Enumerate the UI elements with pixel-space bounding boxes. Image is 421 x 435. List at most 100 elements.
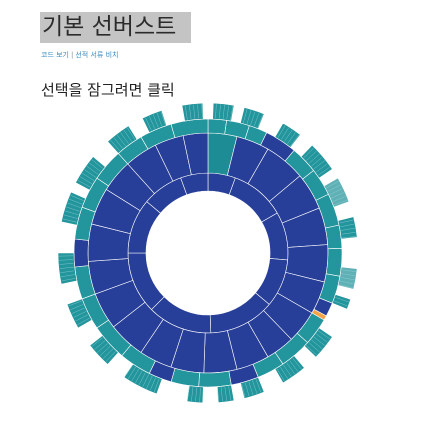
- sunburst-leaf-line-20: [145, 117, 152, 131]
- sunburst-leaf-line-21: [185, 105, 188, 120]
- sunburst-leaf-line-16: [59, 259, 74, 261]
- sunburst-leaf-line-19: [120, 132, 129, 144]
- sunburst-leaf-line-4: [329, 188, 343, 195]
- sunburst-leaf-line-19: [116, 134, 126, 147]
- sunburst-segment-l3-23[interactable]: [73, 238, 89, 268]
- sunburst-leaf-line-8: [308, 342, 320, 353]
- sunburst-leaf-line-10: [252, 380, 258, 394]
- sunburst-leaf-line-18: [86, 166, 99, 175]
- sunburst-leaf-line-13: [127, 366, 136, 379]
- sunburst-leaf-line-16: [59, 263, 74, 265]
- sunburst-leaf-line-18: [89, 162, 101, 172]
- sunburst-leaf-line-21: [197, 104, 199, 119]
- sunburst-segment-l4-12[interactable]: [186, 385, 204, 404]
- sunburst-leaf-line-13: [146, 375, 153, 389]
- sunburst-leaf-line-19: [127, 127, 136, 140]
- sunburst-leaf-line-21: [201, 104, 203, 119]
- sunburst-leaf-line-15: [75, 314, 89, 322]
- sunburst-leaf-line-3: [318, 166, 330, 176]
- sunburst-leaf-line-11: [224, 386, 227, 401]
- sunburst-leaf-line-8: [311, 339, 323, 349]
- sunburst-segment-l4-17[interactable]: [60, 191, 86, 226]
- sunburst-leaf-line-6: [341, 273, 356, 276]
- sunburst-segment-l4-4[interactable]: [323, 177, 350, 208]
- sunburst-segment-l3-16[interactable]: [198, 370, 232, 388]
- sunburst-segment-l4-9[interactable]: [274, 355, 305, 384]
- sunburst-leaf-line-18: [77, 180, 91, 188]
- sunburst-leaf-line-3: [306, 150, 317, 161]
- sunburst-leaf-line-11: [220, 387, 223, 402]
- sunburst-leaf-line-4: [331, 192, 345, 199]
- sunburst-leaf-line-4: [326, 181, 339, 189]
- sunburst-leaf-line-17: [66, 206, 80, 212]
- sunburst-segment-l4-6[interactable]: [337, 266, 358, 290]
- sunburst-leaf-line-1: [243, 109, 248, 123]
- sunburst-leaf-line-10: [248, 381, 254, 396]
- sunburst-leaf-line-19: [113, 137, 123, 149]
- sunburst-segment-l4-0[interactable]: [212, 102, 235, 122]
- view-bugs-link[interactable]: 선적 서류 비치: [75, 51, 119, 59]
- sunburst-leaf-line-0: [215, 104, 217, 119]
- sunburst-segment-l4-10[interactable]: [240, 376, 265, 399]
- sunburst-leaf-line-6: [340, 280, 354, 285]
- sunburst-leaf-line-5: [341, 227, 355, 231]
- sunburst-leaf-line-8: [313, 336, 325, 346]
- sunburst-segment-l4-1[interactable]: [240, 107, 265, 130]
- sunburst-leaf-line-8: [318, 330, 330, 340]
- sunburst-segment-l4-5[interactable]: [337, 216, 358, 240]
- sunburst-leaf-line-14: [94, 340, 106, 350]
- sunburst-leaf-line-6: [339, 284, 353, 289]
- sunburst-leaf-line-15: [68, 300, 82, 307]
- sunburst-segment-l3-7[interactable]: [325, 224, 343, 250]
- sunburst-leaf-line-12: [195, 387, 197, 402]
- sunburst-leaf-line-12: [187, 386, 190, 401]
- sunburst-segment-l4-13[interactable]: [123, 363, 163, 395]
- sunburst-leaf-line-1: [257, 114, 264, 128]
- sunburst-leaf-line-2: [277, 125, 286, 138]
- sunburst-leaf-line-12: [199, 387, 201, 402]
- sunburst-leaf-line-3: [303, 147, 314, 159]
- instruction-text: 선택을 잠그려면 클릭: [41, 81, 175, 99]
- sunburst-leaf-line-14: [91, 337, 103, 347]
- sunburst-leaf-line-15: [70, 304, 84, 310]
- sunburst-leaf-line-13: [153, 378, 160, 392]
- link-separator: |: [71, 51, 74, 59]
- sunburst-leaf-line-17: [67, 202, 81, 208]
- sunburst-segment-l4-19[interactable]: [107, 125, 138, 154]
- sunburst-leaf-line-15: [71, 307, 85, 314]
- sunburst-leaf-line-4: [332, 196, 346, 202]
- sunburst-leaf-line-13: [138, 372, 146, 386]
- sunburst-leaf-line-19: [123, 129, 132, 142]
- view-code-link[interactable]: 코드 보기: [41, 51, 69, 59]
- sunburst-leaf-line-14: [99, 345, 111, 356]
- sunburst-leaf-line-21: [193, 104, 196, 119]
- sunburst-leaf-line-9: [280, 366, 289, 379]
- sunburst-leaf-line-17: [69, 198, 83, 205]
- sunburst-segment-l3-0[interactable]: [207, 118, 227, 135]
- sunburst-leaf-line-21: [189, 105, 192, 120]
- sunburst-leaf-line-15: [73, 311, 87, 318]
- sunburst-leaf-line-5: [339, 219, 354, 224]
- sunburst-leaf-line-9: [286, 362, 295, 375]
- sunburst-segment-l4-20[interactable]: [141, 109, 167, 133]
- sunburst-leaf-line-1: [246, 110, 252, 124]
- sunburst-leaf-line-14: [105, 351, 116, 362]
- sunburst-segment-l4-18[interactable]: [75, 156, 106, 191]
- sunburst-leaf-line-13: [135, 370, 143, 384]
- sunburst-leaf-line-14: [102, 348, 114, 359]
- sunburst-leaf-line-7: [334, 300, 348, 307]
- sunburst-leaf-line-15: [77, 317, 90, 325]
- sunburst-segment-l3-8[interactable]: [325, 248, 343, 277]
- sunburst-segment-l4-15[interactable]: [66, 298, 93, 329]
- sunburst-leaf-line-3: [315, 163, 328, 173]
- sunburst-leaf-line-12: [191, 387, 194, 402]
- sunburst-leaf-line-8: [315, 333, 328, 343]
- sunburst-segment-l4-14[interactable]: [89, 335, 119, 365]
- sunburst-leaf-line-20: [160, 111, 166, 125]
- sunburst-leaf-line-16: [60, 270, 75, 273]
- sunburst-leaf-line-0: [222, 104, 225, 119]
- sunburst-segment-l3-29[interactable]: [170, 118, 209, 139]
- sunburst-leaf-line-5: [342, 236, 357, 239]
- sunburst-leaf-line-5: [340, 223, 355, 227]
